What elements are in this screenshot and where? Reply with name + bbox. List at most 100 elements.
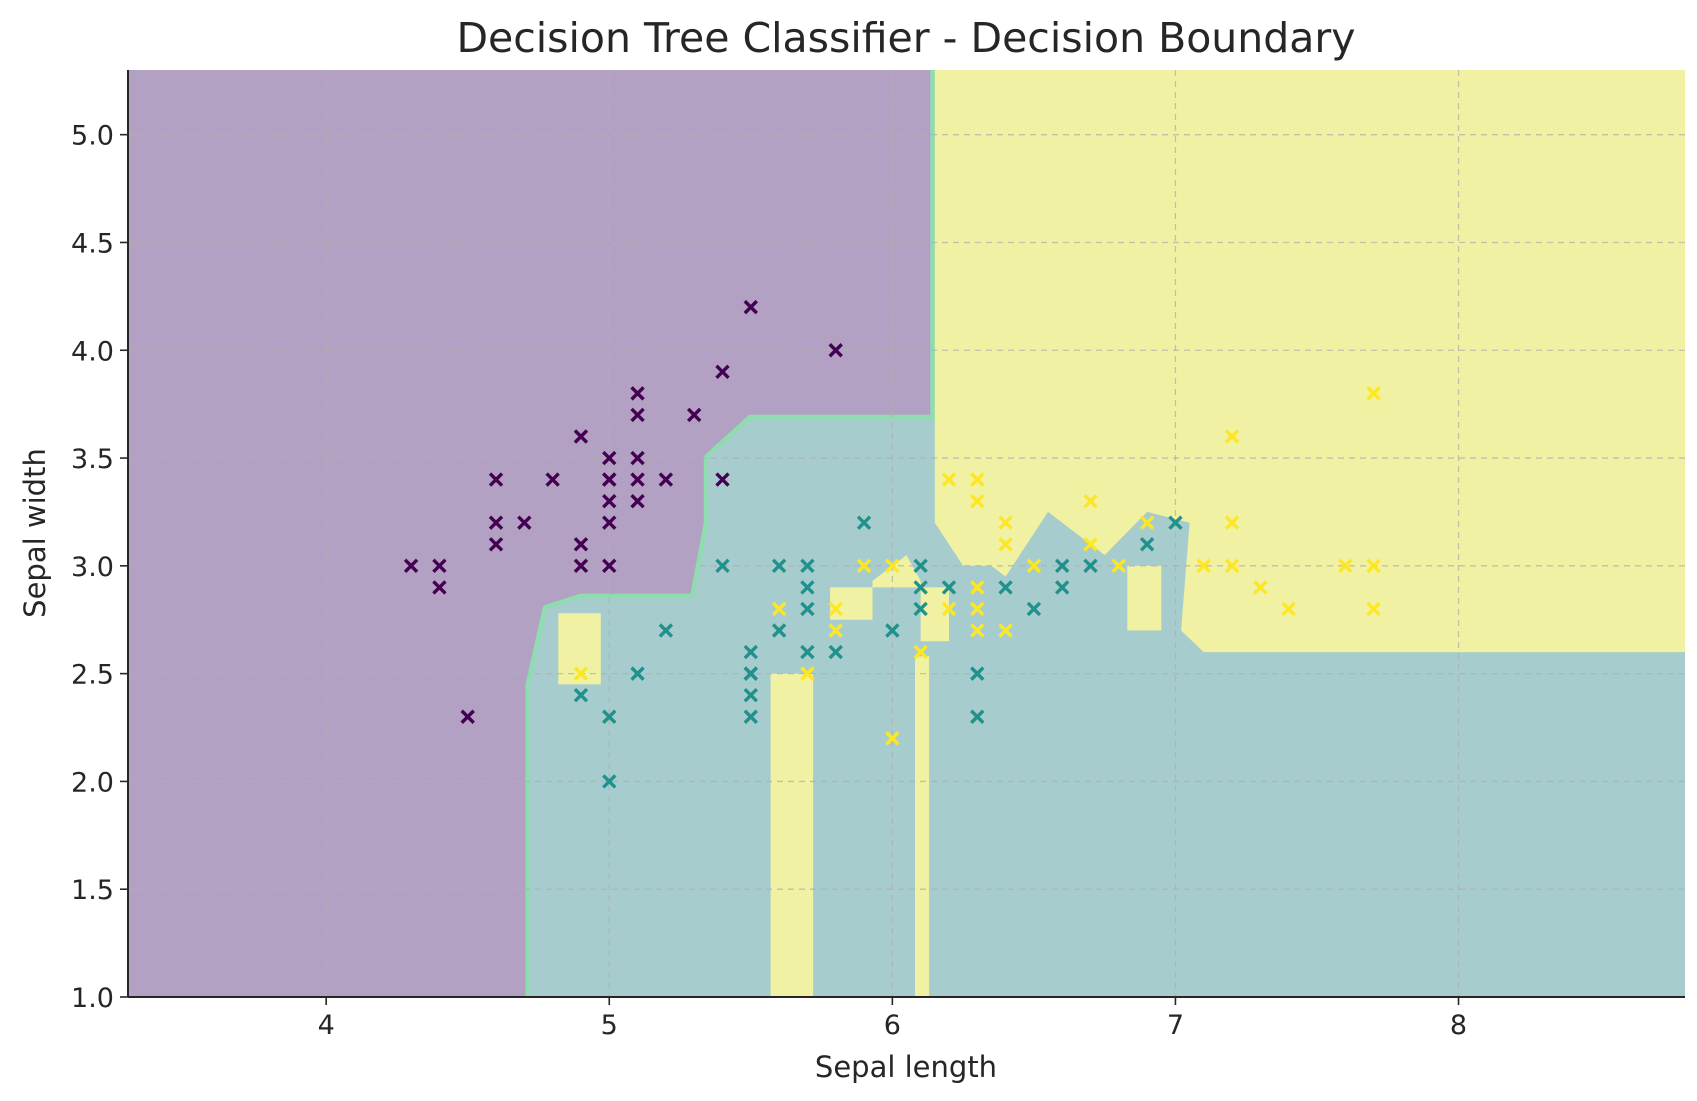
data-point-class-2 <box>856 558 872 574</box>
data-point-class-0 <box>630 450 645 466</box>
data-point-class-0 <box>686 407 702 423</box>
data-point-class-2 <box>885 731 900 746</box>
data-point-class-1 <box>913 558 928 574</box>
x-axis-ticks: 4 5 6 7 8 <box>318 997 1467 1041</box>
data-point-class-2 <box>1196 558 1211 574</box>
data-point-class-0 <box>460 709 475 724</box>
data-point-class-0 <box>602 450 617 466</box>
decision-region-fill-class-2 <box>915 656 930 997</box>
data-point-class-2 <box>1026 558 1042 574</box>
data-point-class-2 <box>970 601 985 617</box>
data-point-class-2 <box>970 580 985 595</box>
data-points <box>403 299 1381 789</box>
data-point-class-2 <box>800 666 815 681</box>
data-point-class-0 <box>715 472 730 487</box>
y-tick-label: 2.0 <box>71 767 114 798</box>
data-point-class-1 <box>941 580 957 595</box>
data-point-class-0 <box>488 537 504 552</box>
data-point-class-0 <box>602 493 617 509</box>
y-tick-label: 2.5 <box>71 660 114 691</box>
data-point-class-0 <box>403 558 419 574</box>
data-point-class-0 <box>488 472 504 487</box>
data-point-class-1 <box>800 644 815 660</box>
data-point-class-1 <box>1083 558 1098 574</box>
data-point-class-2 <box>1366 558 1381 574</box>
data-point-class-1 <box>856 515 872 530</box>
data-point-class-2 <box>1224 515 1240 530</box>
data-point-class-2 <box>970 472 985 487</box>
data-point-class-1 <box>913 580 928 595</box>
x-tick-label: 8 <box>1450 1010 1467 1041</box>
data-point-class-1 <box>970 666 985 681</box>
data-point-class-2 <box>1224 429 1240 444</box>
data-point-class-0 <box>488 515 504 530</box>
y-tick-label: 4.5 <box>71 228 114 259</box>
x-axis-label: Sepal length <box>815 1050 997 1084</box>
y-axis-ticks: 1.0 1.5 2.0 2.5 3.0 3.5 4.0 4.5 5.0 <box>71 121 128 1014</box>
data-point-class-2 <box>1366 601 1381 617</box>
data-point-class-2 <box>1224 558 1240 574</box>
y-tick-label: 1.5 <box>71 875 114 906</box>
data-point-class-2 <box>941 472 957 487</box>
data-point-class-2 <box>1111 558 1127 574</box>
data-point-class-1 <box>800 580 815 595</box>
data-point-class-1 <box>1139 537 1155 552</box>
data-point-class-1 <box>630 666 645 681</box>
data-point-class-0 <box>630 407 645 423</box>
data-point-class-2 <box>1338 558 1353 574</box>
y-tick-label: 3.5 <box>71 444 114 475</box>
x-tick-label: 4 <box>318 1010 335 1041</box>
data-point-class-2 <box>970 493 985 509</box>
data-point-class-2 <box>1083 493 1098 509</box>
data-point-class-0 <box>573 558 589 574</box>
y-tick-label: 1.0 <box>71 983 114 1014</box>
data-point-class-1 <box>1054 580 1070 595</box>
decision-region-fill-class-2 <box>934 70 1685 653</box>
data-point-class-1 <box>573 687 589 703</box>
y-tick-label: 4.0 <box>71 336 114 367</box>
data-point-class-1 <box>998 580 1013 595</box>
data-point-class-1 <box>743 666 759 681</box>
data-point-class-0 <box>602 515 617 530</box>
data-point-class-1 <box>800 558 815 574</box>
decision-region-fill-class-2 <box>1127 565 1162 631</box>
x-tick-label: 6 <box>884 1010 901 1041</box>
data-point-class-1 <box>743 687 759 703</box>
data-point-class-2 <box>1281 601 1296 617</box>
data-point-class-1 <box>743 709 759 724</box>
data-point-class-1 <box>715 558 730 574</box>
x-tick-label: 7 <box>1167 1010 1184 1041</box>
decision-region-fill-class-2 <box>770 673 814 997</box>
data-point-class-2 <box>828 601 843 617</box>
data-point-class-1 <box>743 644 759 660</box>
data-point-class-2 <box>941 601 957 617</box>
data-point-class-2 <box>913 644 928 660</box>
data-point-class-0 <box>432 580 447 595</box>
data-point-class-2 <box>828 623 843 638</box>
data-point-class-1 <box>970 709 985 724</box>
data-point-class-0 <box>828 343 843 358</box>
data-point-class-2 <box>771 601 787 617</box>
data-point-class-0 <box>658 472 674 487</box>
data-point-class-1 <box>1026 601 1042 617</box>
data-point-class-0 <box>630 386 645 401</box>
data-point-class-2 <box>998 623 1013 638</box>
data-point-class-0 <box>602 472 617 487</box>
data-point-class-0 <box>545 472 560 487</box>
data-point-class-2 <box>998 537 1013 552</box>
decision-region-fill-class-2 <box>558 613 601 685</box>
data-point-class-2 <box>1366 386 1381 401</box>
data-point-class-2 <box>885 558 900 574</box>
data-point-class-0 <box>602 558 617 574</box>
data-point-class-2 <box>1083 537 1098 552</box>
x-tick-label: 5 <box>601 1010 618 1041</box>
data-point-class-1 <box>1168 515 1183 530</box>
data-point-class-1 <box>771 558 787 574</box>
y-axis-label: Sepal width <box>18 448 52 618</box>
data-point-class-0 <box>715 364 730 380</box>
data-point-class-1 <box>658 623 674 638</box>
data-point-class-0 <box>630 472 645 487</box>
data-point-class-1 <box>1054 558 1070 574</box>
plot-area <box>128 70 1685 997</box>
